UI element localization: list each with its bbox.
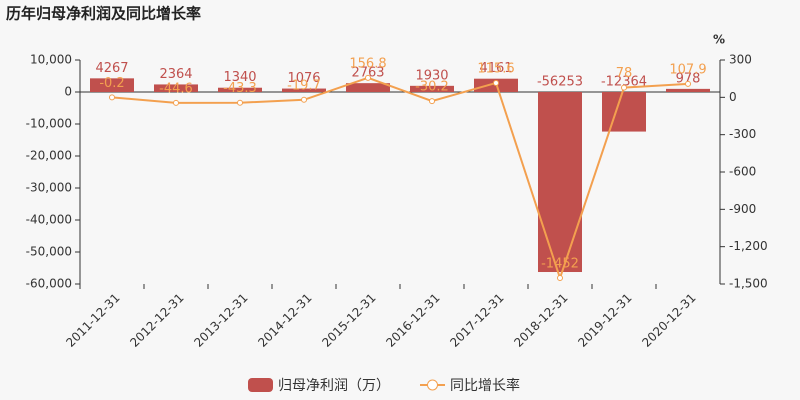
bar-value-label: 2763 [351,66,384,81]
bar-value-label: 4161 [479,61,512,76]
legend-label: 归母净利润（万） [278,377,390,394]
line-value-label: 115.6 [477,61,514,76]
y2-axis-label: % [713,33,725,47]
y2-tick-label: -1,500 [729,277,768,291]
legend-swatch [248,378,273,392]
legend-label: 同比增长率 [450,377,520,394]
line-point [685,80,691,87]
line-point [365,74,371,81]
y-tick-label: 10,000 [30,53,72,67]
line-point [109,94,115,101]
line-value-label: 78 [616,66,633,81]
bar-value-label: 4267 [95,61,128,76]
line [111,76,689,282]
bar [538,92,582,273]
bar [602,92,646,132]
y2-tick-label: 0 [729,90,737,104]
y2-tick-label: -300 [729,127,756,141]
line-point [557,275,563,282]
bar-value-label: -56253 [537,75,583,90]
bar [154,84,198,92]
bar-value-label: 978 [676,71,701,86]
y-tick-label: -40,000 [26,213,72,227]
line-point [429,98,435,105]
y-tick-label: 0 [64,85,72,99]
line-value-label: 156.8 [349,56,386,71]
bar-value-label: 2364 [159,67,192,82]
line-point [493,79,499,86]
line-value-label: -43.3 [223,81,257,96]
y2-tick-label: -1,200 [729,239,768,253]
y2-tick-label: 300 [729,53,752,67]
y-tick-label: -50,000 [26,245,72,259]
line-value-label: -19.7 [287,78,321,93]
bar [666,88,710,92]
line-point [173,99,179,106]
y-tick-label: -60,000 [26,277,72,291]
y-tick-label: -10,000 [26,117,72,131]
bar-value-label: 1930 [415,68,448,83]
y2-tick-label: -600 [729,165,756,179]
line-value-label: -1452 [541,257,579,272]
line-value-label: -30.2 [415,80,449,95]
y-tick-label: -20,000 [26,149,72,163]
line-value-label: -0.2 [99,76,124,91]
line-value-label: 107.9 [669,62,706,77]
legend-swatch-point [427,379,438,391]
bar [282,88,326,92]
bar [218,87,262,92]
bar [410,85,454,92]
bar-value-label: 1340 [223,70,256,85]
bar-value-label: -12364 [601,75,647,90]
line-value-label: -44.6 [159,81,193,96]
bar-value-label: 1076 [287,71,320,86]
line-point [301,96,307,103]
bar [90,78,134,92]
chart-title: 历年归母净利润及同比增长率 [6,5,201,23]
y-tick-label: -30,000 [26,181,72,195]
line-point [621,84,627,91]
y2-tick-label: -900 [729,202,756,216]
line-point [237,99,243,106]
bar [346,83,390,92]
